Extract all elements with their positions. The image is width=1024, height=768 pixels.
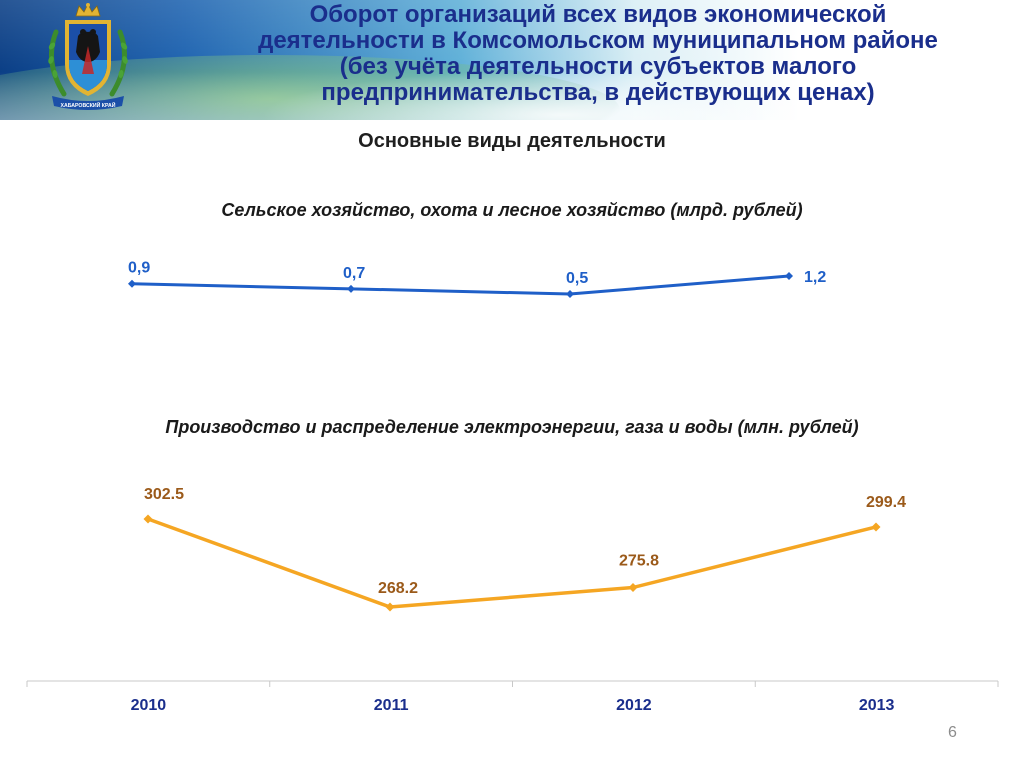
section-subheading: Основные виды деятельности xyxy=(358,130,666,152)
data-point-marker xyxy=(785,272,793,280)
slide-title: Оборот организаций всех видов экономичес… xyxy=(185,2,1011,106)
coat-of-arms-icon: ХАБАРОВСКИЙ КРАЙ xyxy=(48,3,128,110)
title-line: деятельности в Комсомольском муниципальн… xyxy=(258,27,938,54)
x-tick-label: 2011 xyxy=(374,697,409,714)
data-point-marker xyxy=(871,522,881,532)
data-point-marker xyxy=(347,284,355,293)
x-tick-label: 2013 xyxy=(859,697,895,714)
data-point-marker xyxy=(128,279,136,288)
data-label: 299.4 xyxy=(866,494,906,511)
data-point-marker xyxy=(566,290,574,298)
data-point-marker xyxy=(143,514,153,524)
title-line: (без учёта деятельности субъектов малого xyxy=(339,53,857,80)
data-label: 275.8 xyxy=(619,553,659,570)
data-label: 1,2 xyxy=(804,269,826,286)
series-line xyxy=(147,517,877,609)
chart-title-agriculture: Сельское хозяйство, охота и лесное хозяй… xyxy=(221,200,803,220)
data-label: 268.2 xyxy=(378,580,418,597)
data-label: 0,5 xyxy=(566,270,588,287)
svg-text:ХАБАРОВСКИЙ КРАЙ: ХАБАРОВСКИЙ КРАЙ xyxy=(61,101,116,109)
header-banner xyxy=(0,0,1024,120)
series-line xyxy=(131,274,790,296)
data-point-marker xyxy=(385,602,395,612)
data-label: 302.5 xyxy=(144,486,184,503)
chart-title-energy: Производство и распределение электроэнер… xyxy=(165,417,859,437)
data-label: 0,9 xyxy=(128,260,150,277)
title-line: Оборот организаций всех видов экономичес… xyxy=(309,1,887,28)
x-tick-label: 2012 xyxy=(616,697,652,714)
data-point-marker xyxy=(628,583,638,593)
x-tick-label: 2010 xyxy=(131,697,167,714)
page-number: 6 xyxy=(948,724,957,741)
data-label: 0,7 xyxy=(343,265,365,282)
title-line: предпринимательства, в действующих ценах… xyxy=(321,79,875,106)
